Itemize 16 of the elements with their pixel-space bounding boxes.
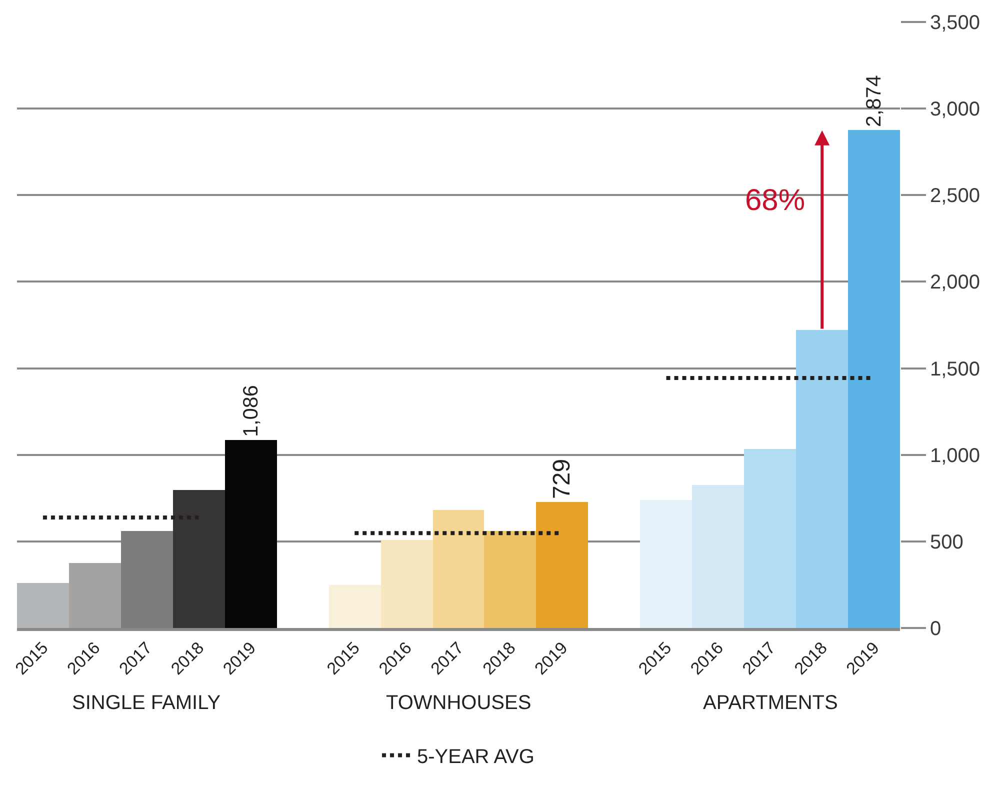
y-tick-label: 1,500: [930, 358, 980, 380]
text: SINGLE FAMILY: [72, 692, 221, 714]
text: TOWNHOUSES: [386, 692, 532, 714]
data-label: 2,874: [862, 75, 886, 127]
y-tick-label: 3,500: [930, 12, 980, 34]
annotation: 68%: [745, 184, 806, 217]
y-tick-label: 0: [930, 618, 942, 640]
y-tick-label: 1,000: [930, 444, 980, 467]
y-tick-label: 2,000: [930, 272, 980, 294]
data-label: 1,086: [239, 385, 262, 437]
y-tick-label: 500: [930, 531, 964, 554]
text: APARTMENTS: [703, 692, 838, 714]
y-tick-label: 2,500: [930, 185, 980, 208]
data-label: 729: [548, 458, 576, 499]
y-tick-label: 3,000: [930, 98, 980, 121]
legend-label: 5-YEAR AVG: [417, 746, 534, 768]
